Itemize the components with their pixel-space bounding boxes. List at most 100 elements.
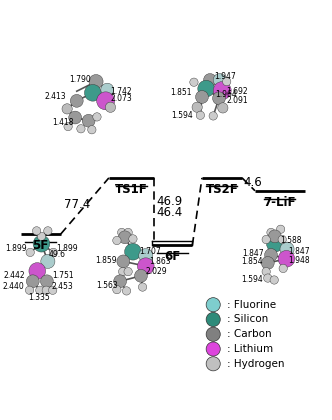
Text: 1.851: 1.851 [171,88,192,97]
Circle shape [124,228,132,236]
Text: 1.948: 1.948 [289,256,310,265]
Circle shape [119,231,131,244]
Text: 5F: 5F [32,239,48,252]
Text: 2.091: 2.091 [226,96,248,105]
Circle shape [93,113,101,121]
Text: : Silicon: : Silicon [227,315,268,325]
Text: 46.4: 46.4 [156,206,182,219]
Circle shape [113,236,121,245]
Circle shape [114,275,126,288]
Text: 7-LiF: 7-LiF [263,196,296,209]
Text: 1.594: 1.594 [171,111,193,121]
Circle shape [279,264,288,273]
Text: TS1F: TS1F [115,183,148,196]
Circle shape [209,112,217,120]
Text: 2.440: 2.440 [3,282,25,291]
Circle shape [213,74,226,87]
Text: : Carbon: : Carbon [227,329,271,339]
Text: 2.453: 2.453 [51,282,73,291]
Circle shape [190,78,198,87]
Circle shape [88,126,96,134]
Circle shape [89,74,103,89]
Text: 1.563: 1.563 [96,281,118,290]
Circle shape [33,235,50,252]
Text: 1.707: 1.707 [139,247,160,256]
Text: 1.947: 1.947 [214,72,236,81]
Circle shape [26,248,35,257]
Circle shape [206,298,220,312]
Text: 1.594: 1.594 [242,276,263,284]
Circle shape [82,114,95,127]
Circle shape [29,262,45,279]
Circle shape [270,276,279,284]
Text: 1.335: 1.335 [28,293,50,302]
Circle shape [138,283,147,291]
Text: 1.790: 1.790 [69,76,91,84]
Circle shape [265,249,278,261]
Circle shape [119,268,127,276]
Circle shape [212,92,225,105]
Circle shape [84,84,101,101]
Circle shape [113,286,121,294]
Circle shape [129,235,137,243]
Text: 1.854: 1.854 [242,257,263,266]
Circle shape [222,77,231,86]
Circle shape [69,111,82,124]
Circle shape [25,286,34,294]
Text: : Fluorine: : Fluorine [227,300,276,310]
Text: 6F: 6F [164,250,180,263]
Circle shape [267,228,275,236]
Circle shape [70,94,83,107]
Text: TS2F: TS2F [206,183,238,196]
Text: : Hydrogen: : Hydrogen [227,359,284,369]
Text: 2.442: 2.442 [4,271,25,280]
Circle shape [97,92,115,110]
Circle shape [206,327,220,341]
Circle shape [124,268,132,276]
Circle shape [196,111,205,119]
Circle shape [36,286,44,294]
Circle shape [123,287,131,295]
Circle shape [124,243,141,260]
Circle shape [213,81,231,100]
Circle shape [77,125,85,133]
Text: 1.964: 1.964 [215,90,237,99]
Circle shape [280,242,294,256]
Circle shape [204,74,216,87]
Circle shape [278,250,295,267]
Circle shape [41,254,55,268]
Circle shape [26,275,39,288]
Text: 2.073: 2.073 [111,94,132,103]
Text: 1.899: 1.899 [56,244,78,253]
Text: 1.418: 1.418 [52,118,74,127]
Text: 1.588: 1.588 [281,236,302,245]
Circle shape [206,357,220,371]
Text: : Lithium: : Lithium [227,344,273,354]
Text: 1.847: 1.847 [242,249,264,258]
Circle shape [48,286,57,294]
Circle shape [267,235,283,252]
Circle shape [44,227,52,235]
Circle shape [196,91,208,103]
Text: 2.029: 2.029 [145,267,167,276]
Circle shape [64,122,72,131]
Circle shape [262,268,270,276]
Text: 1.899: 1.899 [5,244,26,253]
Text: 77.4: 77.4 [64,198,90,211]
Circle shape [277,225,285,234]
Text: 49.6: 49.6 [49,250,66,259]
Circle shape [62,104,72,114]
Circle shape [117,255,130,268]
Circle shape [192,102,202,113]
Circle shape [41,275,53,288]
Text: 2.413: 2.413 [44,92,66,102]
Circle shape [139,249,153,262]
Circle shape [118,228,126,236]
Circle shape [206,342,220,356]
Circle shape [137,258,154,275]
Text: 1.742: 1.742 [110,87,131,96]
Circle shape [37,232,45,241]
Text: 1.692: 1.692 [227,87,248,96]
Text: 1.859: 1.859 [95,256,117,265]
Circle shape [278,235,287,244]
